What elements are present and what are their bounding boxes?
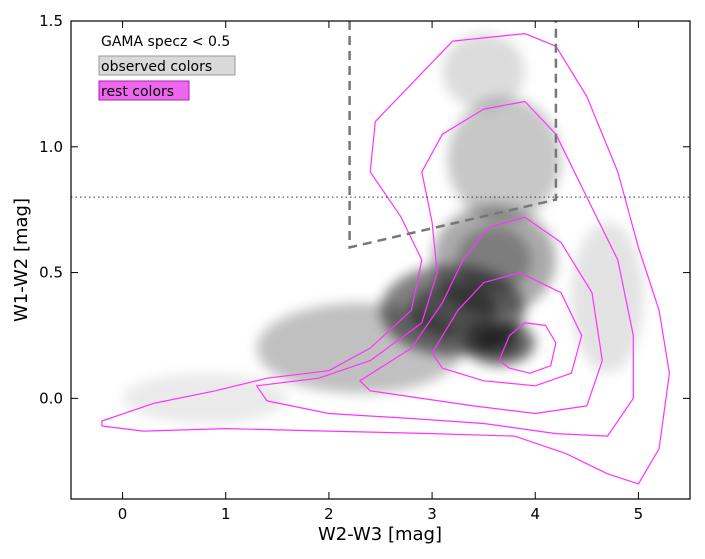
density-blob — [122, 373, 288, 424]
y-tick-label: 1.5 — [39, 12, 63, 30]
rest-contour-layer — [101, 32, 671, 485]
rest-contour-level-4 — [431, 272, 583, 387]
x-tick-label: 0 — [118, 505, 128, 523]
density-blob — [256, 302, 464, 394]
observed-density-layer — [122, 33, 644, 424]
y-tick-label: 1.0 — [39, 138, 63, 156]
legend-rest-label: rest colors — [101, 84, 174, 100]
density-blob — [442, 33, 525, 110]
y-tick-label: 0.0 — [39, 389, 63, 407]
y-axis-title: W1-W2 [mag] — [11, 198, 32, 322]
x-tick-label: 3 — [427, 505, 437, 523]
x-tick-label: 5 — [634, 505, 644, 523]
legend-observed-swatch — [98, 55, 236, 76]
rest-contour-level-3 — [359, 216, 603, 415]
density-blob — [447, 96, 562, 223]
density-blob — [571, 222, 644, 374]
y-tick-label: 0.5 — [39, 264, 63, 282]
rest-contour-level-2 — [256, 100, 634, 437]
density-core — [477, 329, 521, 357]
rest-contour-level-1 — [101, 32, 671, 485]
legend-rest-swatch — [98, 80, 190, 101]
plot-area — [71, 21, 690, 485]
tick-labels: 0 1 2 3 4 5 0.0 0.5 1.0 1.5 — [39, 12, 643, 523]
x-tick-label: 1 — [221, 505, 231, 523]
axis-ticks — [71, 20, 690, 499]
agn-wedge — [348, 21, 558, 249]
plot-frame — [70, 20, 691, 500]
legend: observed colors rest colors — [98, 55, 236, 101]
x-axis-title: W2-W3 [mag] — [318, 524, 442, 545]
x-tick-label: 4 — [530, 505, 540, 523]
legend-observed-label: observed colors — [101, 59, 212, 75]
sample-annotation: GAMA specz < 0.5 — [101, 34, 230, 50]
density-core — [456, 226, 532, 294]
rest-contour-level-5 — [498, 322, 557, 374]
density-core — [409, 283, 497, 338]
x-tick-label: 2 — [324, 505, 334, 523]
